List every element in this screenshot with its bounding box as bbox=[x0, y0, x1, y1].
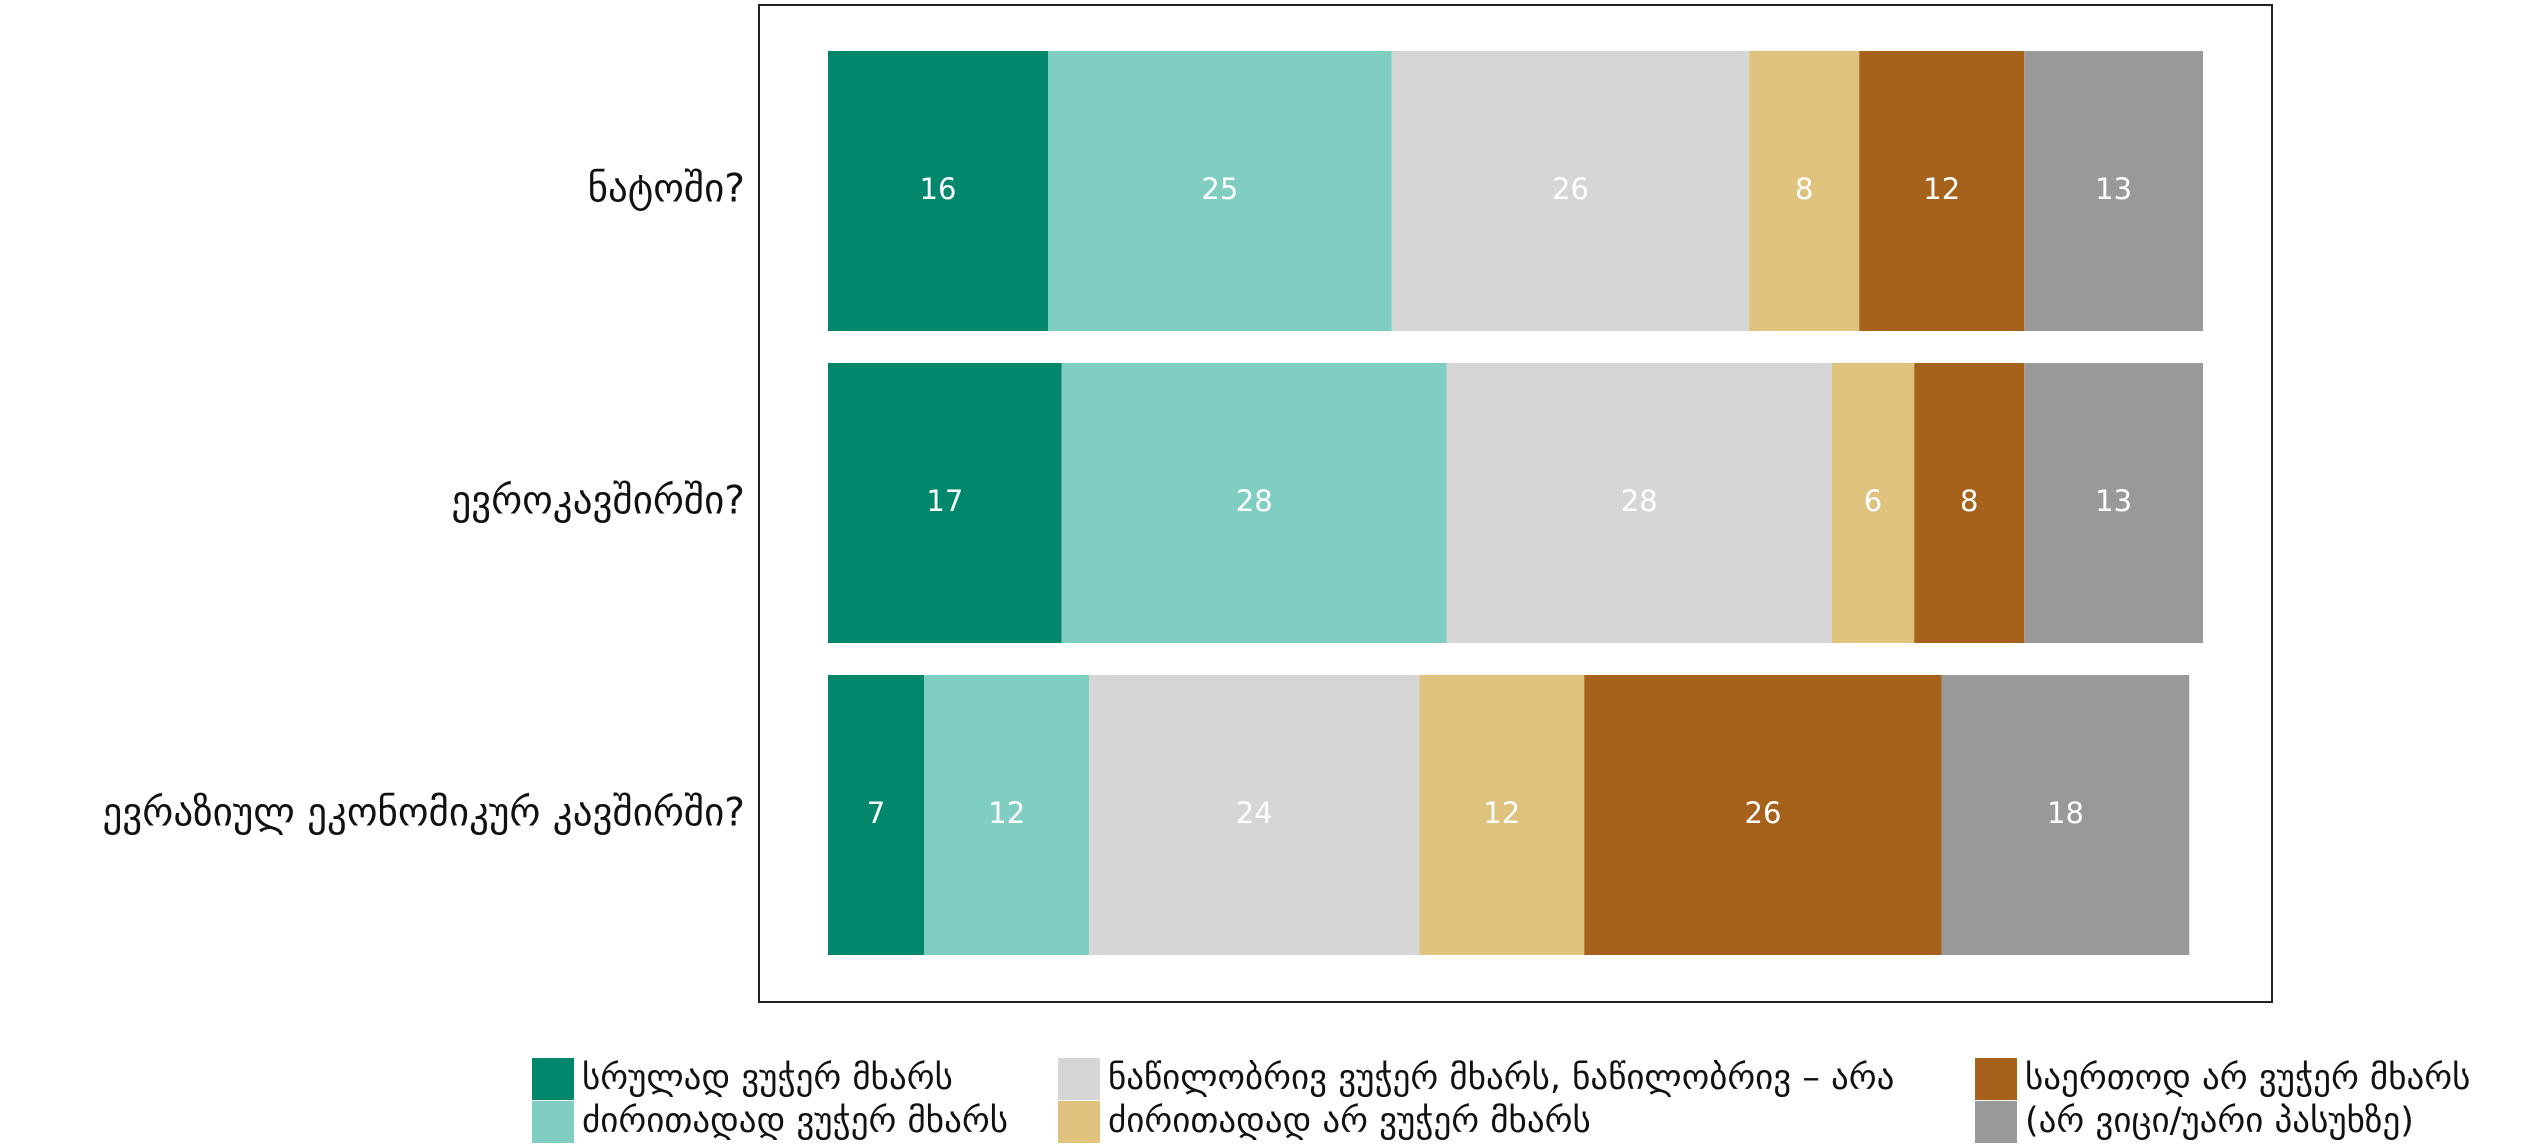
value-label: 12 bbox=[1923, 172, 1960, 206]
value-label: 12 bbox=[1483, 796, 1520, 830]
legend-label: ნაწილობრივ ვუჭერ მხარს, ნაწილობრივ – არა bbox=[1108, 1058, 1894, 1098]
legend-label: ძირითადად არ ვუჭერ მხარს bbox=[1108, 1101, 1591, 1141]
value-label: 16 bbox=[920, 172, 957, 206]
bar-segment bbox=[1089, 675, 1420, 955]
legend-label: ძირითადად ვუჭერ მხარს bbox=[582, 1101, 1008, 1141]
value-label: 8 bbox=[1960, 484, 1978, 518]
value-label: 25 bbox=[1201, 172, 1238, 206]
bar-segment bbox=[2024, 51, 2203, 331]
bar-segment bbox=[924, 675, 1090, 955]
value-label: 12 bbox=[988, 796, 1025, 830]
legend-label: სრულად ვუჭერ მხარს bbox=[582, 1058, 953, 1098]
bar-segment bbox=[1419, 675, 1585, 955]
value-label: 13 bbox=[2095, 484, 2132, 518]
bar-segment bbox=[828, 675, 925, 955]
bar-segment bbox=[1061, 363, 1447, 643]
bar-segment bbox=[2024, 363, 2203, 643]
panel-border bbox=[758, 4, 2273, 1003]
value-label: 26 bbox=[1745, 796, 1782, 830]
value-label: 26 bbox=[1552, 172, 1589, 206]
bar-segment bbox=[1446, 363, 1832, 643]
legend-swatch bbox=[1058, 1058, 1100, 1100]
value-label: 8 bbox=[1795, 172, 1813, 206]
bar-segment bbox=[828, 51, 1048, 331]
legend-swatch bbox=[532, 1058, 574, 1100]
bar-segment bbox=[1391, 51, 1750, 331]
value-label: 28 bbox=[1236, 484, 1273, 518]
legend-label: (არ ვიცი/უარი პასუხზე) bbox=[2025, 1101, 2414, 1141]
bar-segment bbox=[1859, 51, 2025, 331]
value-label: 17 bbox=[926, 484, 963, 518]
bar-segment bbox=[828, 363, 1062, 643]
value-label: 6 bbox=[1864, 484, 1882, 518]
bar-segment bbox=[1914, 363, 2025, 643]
value-label: 7 bbox=[867, 796, 885, 830]
legend-label: საერთოდ არ ვუჭერ მხარს bbox=[2025, 1058, 2470, 1098]
legend-swatch bbox=[1975, 1101, 2017, 1143]
value-label: 18 bbox=[2047, 796, 2084, 830]
bar-segment bbox=[1941, 675, 2190, 955]
category-label: ნატოში? bbox=[588, 167, 745, 212]
bar-segment bbox=[1048, 51, 1392, 331]
legend-swatch bbox=[532, 1101, 574, 1143]
bar-segment bbox=[1831, 363, 1915, 643]
category-label: ევრაზიულ ეკონომიკურ კავშირში? bbox=[103, 791, 746, 836]
legend-swatch bbox=[1975, 1058, 2017, 1100]
value-label: 28 bbox=[1621, 484, 1658, 518]
legend-swatch bbox=[1058, 1101, 1100, 1143]
value-label: 24 bbox=[1236, 796, 1273, 830]
value-label: 13 bbox=[2095, 172, 2132, 206]
bar-segment bbox=[1749, 51, 1860, 331]
category-label: ევროკავშირში? bbox=[451, 479, 745, 524]
bar-segment bbox=[1584, 675, 1942, 955]
